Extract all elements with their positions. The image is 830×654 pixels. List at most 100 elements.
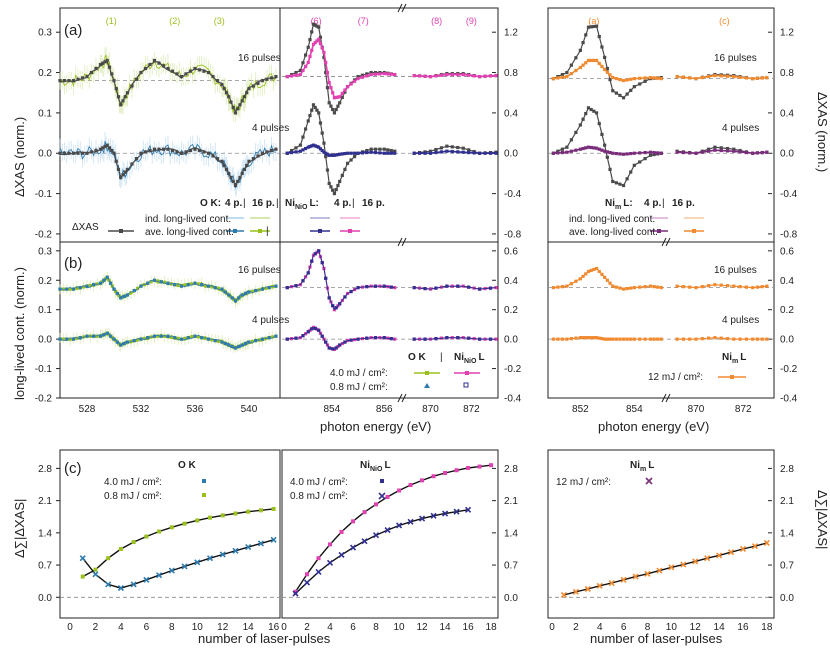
o-k-0-8-mj-cm--point [200, 336, 204, 340]
o-k-0-8-mj-cm--point [189, 335, 194, 339]
nim-l-4-p--point [738, 150, 742, 154]
o-k-0-8-mj-cm--point [139, 337, 143, 341]
nim-l-4-p--point [648, 150, 653, 154]
nim-l-16-p--point [751, 77, 755, 81]
ninio-l-4-p-gray--point [434, 147, 438, 152]
nim-l-4-p-gray--point [600, 132, 604, 137]
ninio-l-4-p-gray--point [467, 148, 471, 152]
ninio-l-4-0-mj-cm--point [423, 287, 427, 291]
legend-ave-nim16-mark-marker [692, 229, 696, 233]
label-4-pulses-b-right: 4 pulses [722, 315, 759, 326]
o-k-4-0-mj-cm--point [258, 508, 263, 513]
x-c3-tick-2: 4 [597, 622, 603, 633]
x-ni-tick-0: 854 [323, 404, 340, 415]
x-c2-tick-5: 10 [393, 622, 405, 633]
axes-box-c-ni [281, 449, 499, 619]
nim-l-12-mj-cm--point [652, 285, 656, 289]
x-c2-tick-2: 4 [327, 622, 333, 633]
o-k-4-0-mj-cm--point [228, 294, 232, 299]
o-k-0-8-mj-cm--point [219, 551, 226, 558]
o-k-4-0-mj-cm--point [203, 283, 207, 288]
ninio-l-4-p--point [290, 150, 294, 155]
nim-l-16-p-gray--point [643, 79, 647, 83]
o-k-0-8-mj-cm--point [79, 555, 86, 562]
nim-l-4-p-gray--point [618, 182, 622, 186]
ninio-l-4-0-mj-cm--line [287, 249, 497, 311]
ninio-l-16-p-gray--point [308, 38, 312, 42]
o-k-4-0-mj-cm--point [92, 283, 96, 287]
ninio-l-4-0-mj-cm--point [285, 286, 289, 290]
nim-l-12-mj-cm-4-p--point [569, 337, 573, 341]
ninio-l-0-8-mj-cm--point [285, 337, 289, 341]
b-right-tick-4: -0.2 [780, 364, 798, 375]
ninio-l-0-8-mj-cm--point [313, 326, 317, 330]
nim-l-12-mj-cm--point [589, 268, 593, 273]
o-k-0-8-mj-cm--point [92, 334, 96, 338]
ninio-l-16-p-gray--point [304, 53, 308, 57]
ninio-l-16-p-gray--point [336, 104, 340, 108]
c-right-tick-1: 2.1 [780, 496, 794, 507]
ninio-l-4-p--point [322, 150, 326, 154]
a-left-tick-4: -0.1 [35, 189, 53, 200]
a-mid-tick-2: 0.4 [504, 108, 518, 119]
nim-l-16-p-gray--point [586, 25, 591, 29]
ninio-l-0-8-mj-cm--point [384, 527, 391, 534]
nim-l-12-mj-cm-4-p--point [584, 336, 588, 340]
ninio-l-4-0-mj-cm--point [456, 284, 460, 288]
o-k-16-p--point [67, 79, 71, 83]
o-k-16-p--point [152, 58, 157, 63]
ninio-l-4-0-mj-cm--point [293, 589, 298, 594]
x-c3-tick-1: 2 [573, 622, 579, 633]
ninio-l-4-0-mj-cm--point [467, 285, 471, 289]
nim-l-16-p--point [738, 75, 742, 79]
nim-l-12-mj-cm--point [656, 567, 663, 574]
o-k-16-p--point [222, 87, 226, 91]
o-k-4-0-mj-cm--point [254, 288, 258, 293]
o-k-4-0-mj-cm--point [100, 280, 104, 284]
ninio-l-16-p-gray--point [301, 61, 305, 65]
nim-l-12-mj-cm--point [739, 545, 747, 553]
o-k-0-8-mj-cm--point [257, 338, 261, 342]
nim-l-4-p-gray--point [565, 145, 569, 149]
nim-l-4-p--point [744, 150, 749, 155]
axis-break [397, 3, 403, 13]
nim-l-12-mj-cm--point [725, 284, 730, 288]
a-right-tick-0: 1.2 [780, 28, 794, 39]
o-k-0-8-mj-cm--point [117, 585, 124, 592]
nim-l-16-p-gray--point [632, 85, 636, 89]
ninio-l-0-8-mj-cm--point [324, 340, 328, 344]
nim-l-16-p--point [755, 76, 760, 80]
o-k-4-p--point [179, 151, 184, 155]
o-k-16-p--point [256, 81, 260, 85]
o-k-0-8-mj-cm--point [270, 536, 277, 543]
o-k-4-0-mj-cm--point [157, 529, 162, 534]
legend-c-ok: O K [178, 460, 197, 471]
b-left-tick-1: 0.2 [38, 276, 52, 287]
ninio-l-4-0-mj-cm--point [349, 289, 353, 294]
x-c3-tick-6: 12 [690, 622, 702, 633]
nim-l-4-p--point [608, 150, 612, 155]
nim-l-12-mj-cm-4-p--point [755, 337, 760, 341]
ninio-l-4-p-gray--point [450, 145, 454, 149]
o-k-4-p--point [139, 151, 143, 155]
o-k-16-p--point [242, 95, 247, 99]
nim-l-12-mj-cm--point [704, 555, 711, 562]
ninio-l-16-p--point [343, 88, 347, 92]
ninio-l-4-0-mj-cm--point [343, 295, 347, 299]
nim-l-4-p--point [560, 150, 564, 155]
ninio-l-16-p--point [434, 74, 438, 78]
x-c1-tick-0: 0 [67, 622, 73, 633]
o-k-4-0-mj-cm--point [196, 282, 200, 286]
nim-l-16-p--point [618, 78, 622, 82]
x-c3-tick-8: 16 [737, 622, 749, 633]
ninio-l-0-8-mj-cm--point [418, 515, 426, 522]
o-k-0-8-mj-cm--point [232, 547, 239, 554]
o-k-4-p--point [105, 143, 109, 147]
o-k-0-8-mj-cm--point [58, 337, 62, 341]
ninio-l-16-p-gray--point [340, 95, 344, 100]
nim-l-16-p--point [625, 78, 629, 82]
ylabel-xas-right: ΔXAS (norm.) [815, 92, 830, 172]
nim-l-12-mj-cm-4-p--point [605, 337, 609, 341]
nim-l-12-mj-cm-4-p--point [681, 337, 685, 341]
nim-l-12-mj-cm-4-p--point [565, 337, 569, 341]
